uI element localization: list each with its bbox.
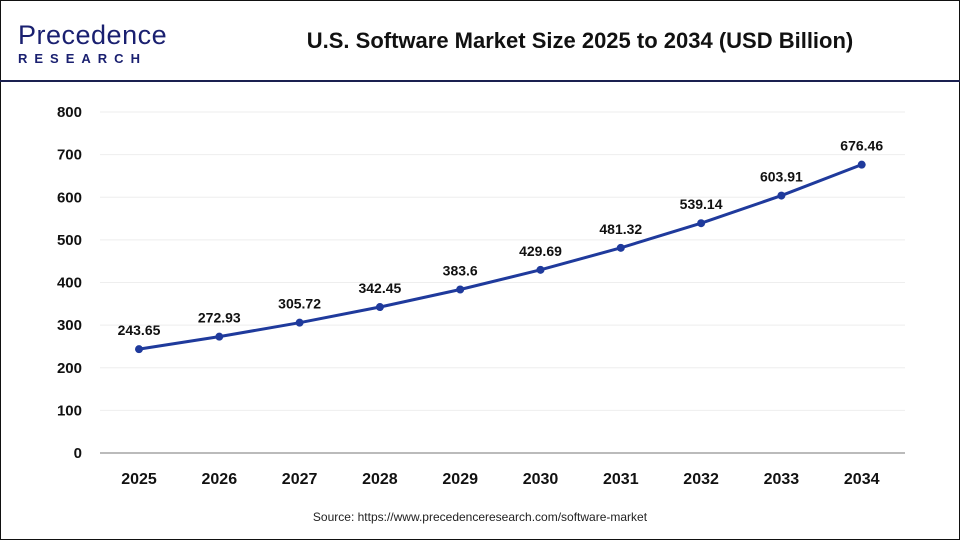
x-tick-label: 2027	[282, 471, 318, 488]
data-label: 383.6	[443, 262, 478, 278]
header: Precedence RESEARCH U.S. Software Market…	[0, 0, 960, 82]
data-label: 272.93	[198, 310, 241, 326]
data-point	[697, 219, 706, 228]
x-tick-label: 2025	[121, 471, 157, 488]
data-point	[857, 160, 866, 169]
x-tick-label: 2029	[442, 471, 478, 488]
precedence-research-logo: Precedence RESEARCH	[18, 20, 168, 67]
data-point	[215, 332, 224, 341]
x-tick-label: 2030	[523, 471, 559, 488]
logo-line2: RESEARCH	[18, 51, 147, 66]
data-point	[616, 243, 625, 252]
logo-line1: Precedence	[18, 20, 168, 50]
x-tick-label: 2026	[202, 471, 238, 488]
source-note: Source: https://www.precedenceresearch.c…	[312, 510, 648, 524]
data-point	[375, 303, 384, 312]
data-label: 429.69	[519, 243, 562, 259]
y-tick-label: 700	[57, 147, 82, 164]
line-chart: 0 100 200 300 400 500 600 700 800 2025 2026 2027 202…	[57, 104, 905, 488]
data-label: 603.91	[760, 169, 803, 185]
x-tick-label: 2034	[844, 471, 880, 488]
data-point	[456, 285, 465, 294]
y-tick-label: 600	[57, 189, 82, 206]
y-tick-label: 400	[57, 275, 82, 292]
data-label: 676.46	[840, 138, 883, 154]
data-label: 342.45	[358, 280, 401, 296]
data-label: 539.14	[680, 196, 723, 212]
y-tick-label: 300	[57, 317, 82, 334]
y-tick-label: 100	[57, 402, 82, 419]
y-tick-label: 500	[57, 232, 82, 249]
y-tick-label: 200	[57, 360, 82, 377]
data-label: 305.72	[278, 296, 321, 312]
data-point	[135, 345, 143, 354]
chart-title: U.S. Software Market Size 2025 to 2034 (…	[306, 28, 854, 53]
data-label: 243.65	[118, 322, 161, 338]
x-tick-label: 2031	[603, 471, 639, 488]
data-point	[536, 265, 545, 274]
series-line	[138, 163, 863, 351]
x-tick-label: 2032	[683, 471, 719, 488]
x-tick-label: 2033	[764, 471, 800, 488]
data-point	[777, 191, 786, 200]
y-tick-label: 800	[57, 104, 82, 121]
data-point	[295, 318, 304, 327]
x-tick-label: 2028	[362, 471, 398, 488]
y-tick-label: 0	[74, 445, 82, 462]
data-label: 481.32	[599, 221, 642, 237]
